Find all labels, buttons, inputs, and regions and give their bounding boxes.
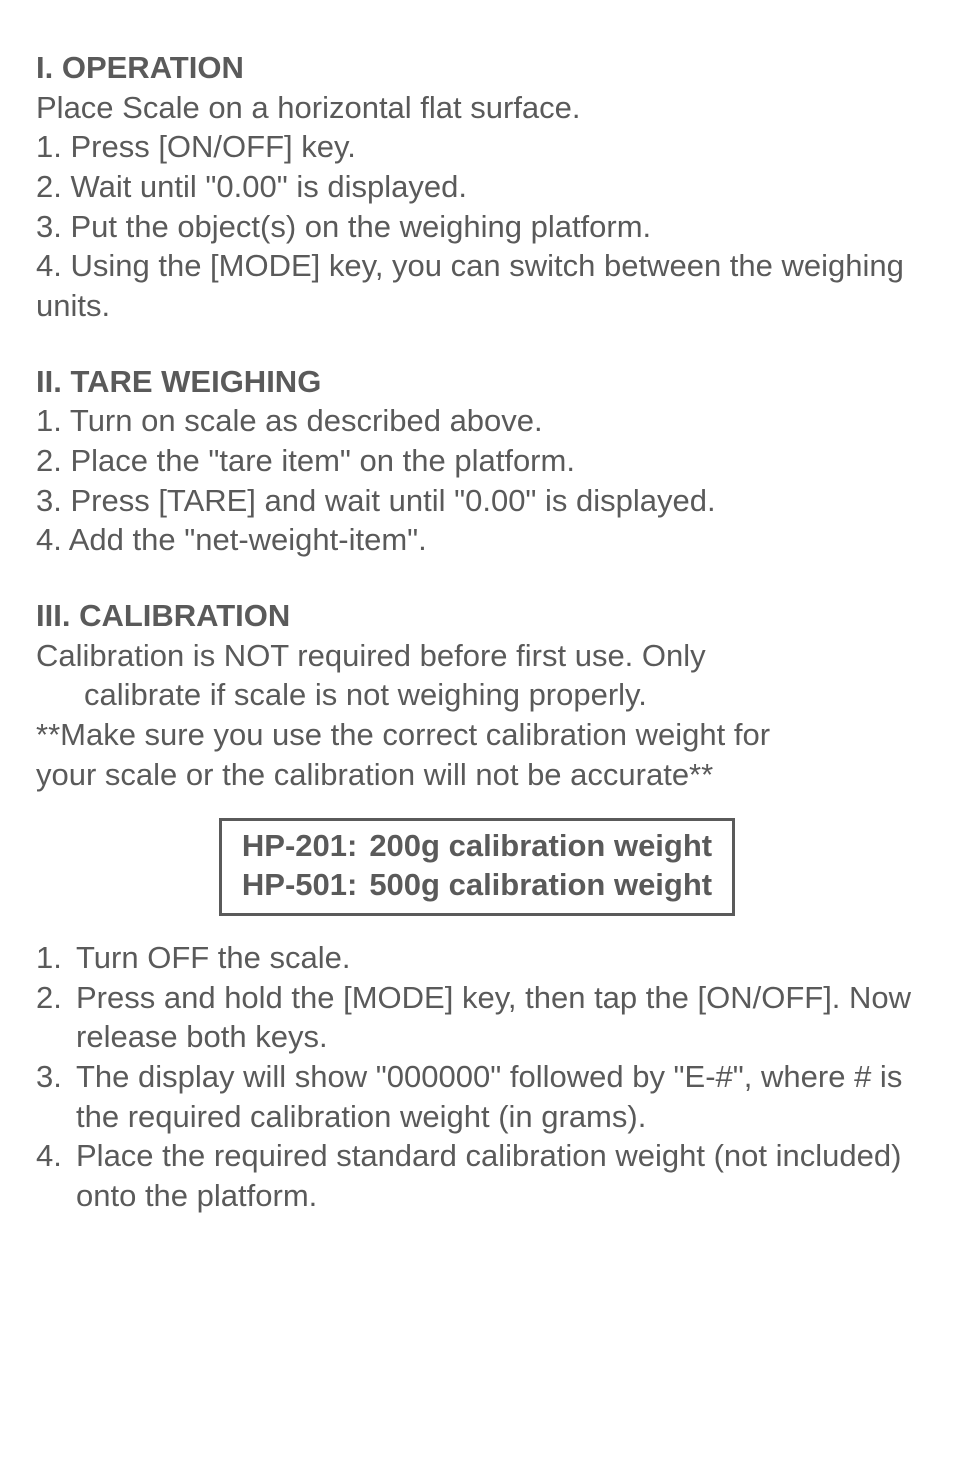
step-text: The display will show "000000" followed … (76, 1057, 918, 1136)
table-row: HP-501: 500g calibration weight (236, 866, 718, 905)
calibration-step: 2. Press and hold the [MODE] key, then t… (36, 978, 918, 1057)
calibration-step: 1. Turn OFF the scale. (36, 938, 918, 978)
calibration-step: 3. The display will show "000000" follow… (36, 1057, 918, 1136)
section-heading-operation: I. OPERATION (36, 48, 918, 88)
operation-step: 4. Using the [MODE] key, you can switch … (36, 246, 918, 325)
document-page: I. OPERATION Place Scale on a horizontal… (0, 0, 954, 1252)
calibration-step: 4. Place the required standard calibrati… (36, 1136, 918, 1215)
tare-step: 3. Press [TARE] and wait until "0.00" is… (36, 481, 918, 521)
step-text: Press and hold the [MODE] key, then tap … (76, 978, 918, 1057)
operation-intro: Place Scale on a horizontal flat surface… (36, 88, 918, 128)
calibration-note-line: calibrate if scale is not weighing prope… (36, 675, 918, 715)
weight-cell: 500g calibration weight (363, 866, 718, 905)
calibration-warning-line: your scale or the calibration will not b… (36, 755, 918, 795)
section-heading-calibration: III. CALIBRATION (36, 596, 918, 636)
calibration-weight-table: HP-201: 200g calibration weight HP-501: … (236, 827, 718, 905)
calibration-note-line: Calibration is NOT required before first… (36, 636, 918, 676)
calibration-weight-box: HP-201: 200g calibration weight HP-501: … (219, 818, 735, 916)
step-text: Place the required standard calibration … (76, 1136, 918, 1215)
model-cell: HP-501: (236, 866, 363, 905)
step-number: 3. (36, 1057, 76, 1136)
model-cell: HP-201: (236, 827, 363, 866)
operation-step: 2. Wait until "0.00" is displayed. (36, 167, 918, 207)
weight-cell: 200g calibration weight (363, 827, 718, 866)
operation-step: 3. Put the object(s) on the weighing pla… (36, 207, 918, 247)
calibration-warning-line: **Make sure you use the correct calibrat… (36, 715, 918, 755)
table-row: HP-201: 200g calibration weight (236, 827, 718, 866)
step-text: Turn OFF the scale. (76, 938, 918, 978)
tare-step: 4. Add the "net-weight-item". (36, 520, 918, 560)
tare-step: 2. Place the "tare item" on the platform… (36, 441, 918, 481)
step-number: 1. (36, 938, 76, 978)
section-heading-tare: II. TARE WEIGHING (36, 362, 918, 402)
step-number: 4. (36, 1136, 76, 1215)
operation-step: 1. Press [ON/OFF] key. (36, 127, 918, 167)
step-number: 2. (36, 978, 76, 1057)
tare-step: 1. Turn on scale as described above. (36, 401, 918, 441)
